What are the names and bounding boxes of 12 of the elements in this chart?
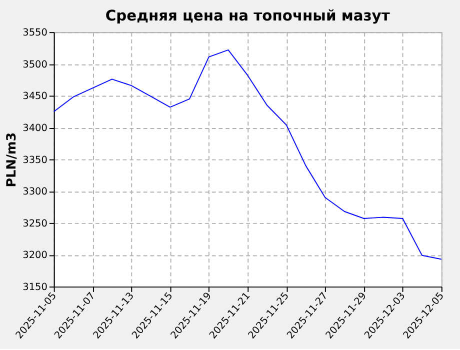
y-tick-label: 3550: [22, 28, 48, 39]
y-tick-label: 3450: [22, 91, 48, 102]
y-axis-title: PLN/m3: [4, 132, 19, 188]
y-tick-label: 3250: [22, 218, 48, 230]
y-tick-label: 3200: [22, 250, 48, 262]
y-tick-label: 3150: [22, 282, 48, 293]
y-tick-label: 3400: [22, 122, 48, 134]
y-tick-label: 3350: [22, 154, 48, 166]
y-tick-label: 3500: [22, 59, 48, 70]
y-tick-label: 3300: [22, 186, 48, 198]
chart-title: Средняя цена на топочный мазут: [105, 7, 390, 24]
line-series: [53, 49, 442, 260]
